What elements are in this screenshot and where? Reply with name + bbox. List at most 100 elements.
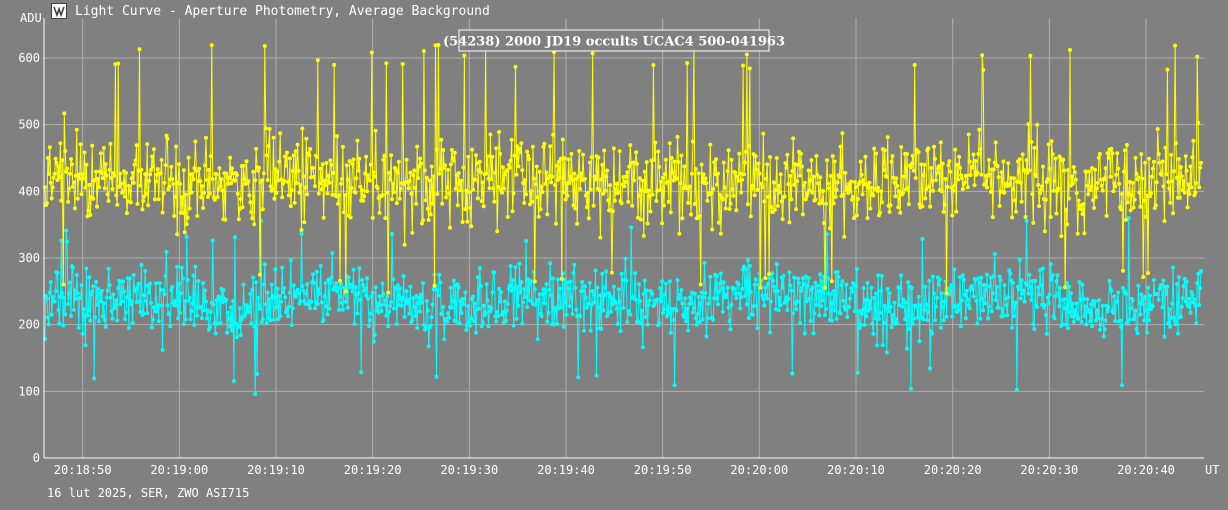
data-point [349,186,354,191]
data-point [1123,291,1128,296]
data-point [1078,207,1083,211]
data-point [924,187,929,192]
data-point [775,203,780,208]
data-point [783,299,788,304]
data-point [193,139,198,144]
data-point [349,283,354,288]
data-point [686,200,691,205]
data-point [145,142,150,147]
data-point [646,188,651,193]
data-point [1114,172,1119,177]
data-point [151,317,155,322]
data-point [168,324,173,329]
data-point [1173,43,1178,48]
data-point [1100,303,1105,308]
data-point [744,52,749,57]
data-point [258,306,262,311]
data-point [339,181,343,186]
data-point [792,275,797,280]
data-point [777,190,782,195]
data-point [501,165,505,170]
data-point [241,282,246,287]
data-point [1017,257,1022,262]
data-point [1013,304,1017,309]
data-point [93,315,98,320]
data-point [906,202,911,207]
data-point [126,183,131,188]
data-point [386,290,391,295]
data-point [807,188,812,193]
data-point [694,322,699,327]
data-point [838,311,843,316]
data-point [1041,164,1045,169]
data-point [804,299,809,304]
data-point [138,183,143,188]
data-point [1188,164,1193,169]
data-point [788,173,793,178]
data-point [159,158,164,162]
data-point [443,163,448,168]
data-point [726,305,731,310]
data-point [688,184,692,189]
data-point [1168,200,1173,205]
data-point [1105,151,1110,156]
data-point [747,66,752,71]
data-point [744,302,749,307]
data-point [46,171,51,176]
data-point [593,268,598,273]
data-point [616,190,621,194]
data-point [756,161,761,166]
data-point [739,295,744,300]
data-point [435,192,440,196]
data-point [941,318,946,323]
data-point [181,168,186,173]
data-point [50,185,55,190]
data-point [896,205,901,210]
data-point [437,171,442,176]
data-point [234,172,239,177]
data-point [583,295,588,300]
data-point [726,148,731,153]
data-point [538,207,543,212]
data-point [983,301,988,306]
data-point [768,330,773,335]
data-point [394,286,398,291]
data-point [410,318,415,323]
data-point [537,292,542,297]
data-point [380,193,385,197]
data-point [286,304,291,309]
data-point [441,148,446,152]
data-point [468,205,473,210]
data-point [678,292,683,297]
data-point [1088,188,1093,193]
data-point [561,324,566,329]
data-point [669,156,674,160]
data-point [179,195,184,200]
data-point [287,290,292,295]
data-point [255,372,260,376]
data-point [68,280,72,285]
data-point [460,220,465,224]
data-point [422,168,427,173]
data-point [1092,303,1097,308]
data-point [113,302,118,307]
data-point [836,274,841,279]
data-point [76,172,81,177]
data-point [718,271,723,276]
data-point [663,292,667,297]
data-point [442,337,447,342]
data-point [48,280,53,285]
data-point [451,278,456,283]
data-point [266,144,271,149]
data-point [889,325,894,330]
data-point [767,276,772,281]
data-point [1062,168,1067,173]
data-point [944,314,949,319]
data-point [736,282,741,287]
data-point [282,179,287,183]
data-point [421,281,425,286]
data-point [295,142,300,147]
data-point [390,231,395,236]
data-point [1132,197,1137,202]
data-point [1144,307,1149,312]
